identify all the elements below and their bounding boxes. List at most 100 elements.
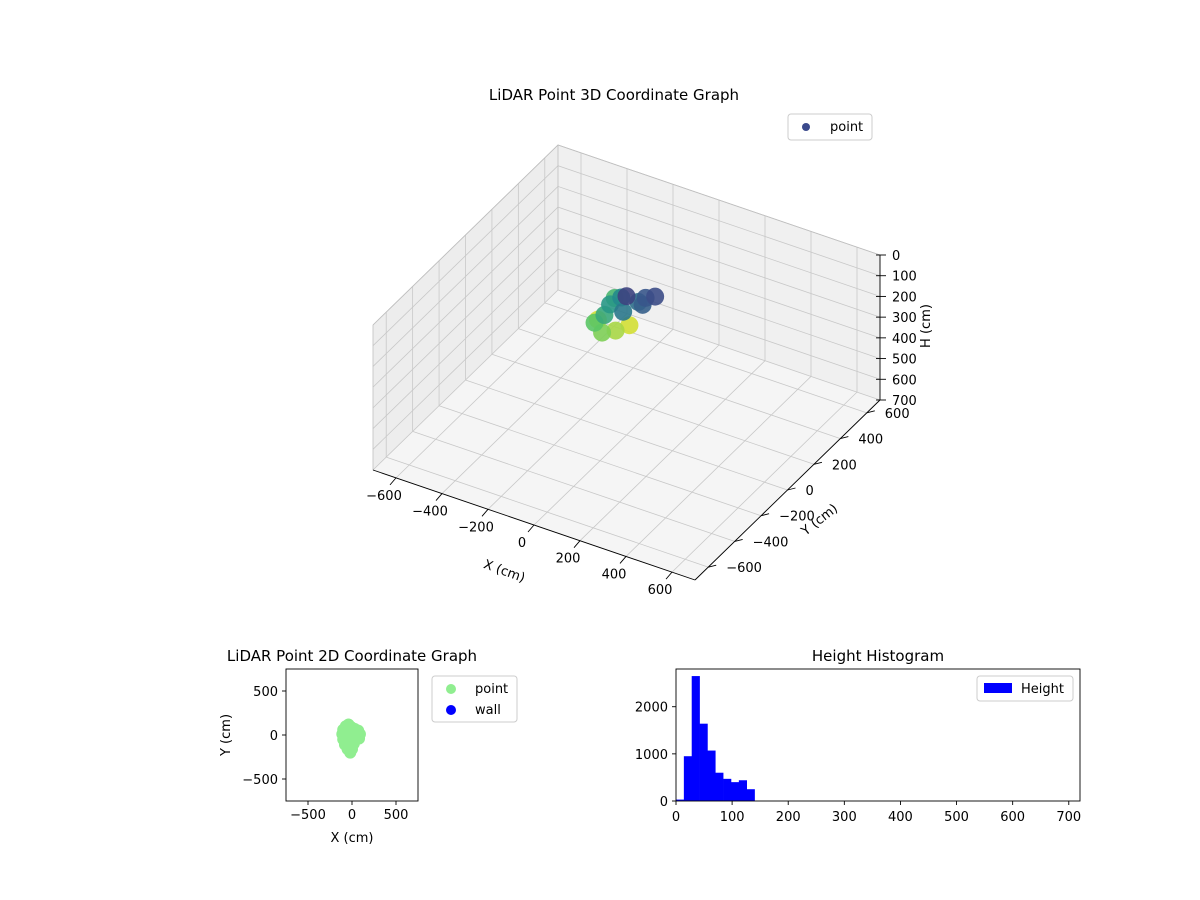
x-tick-label: 200	[556, 552, 581, 567]
point-3d	[617, 287, 636, 306]
legend-label-wall: wall	[475, 703, 501, 718]
x-tick-label: 0	[348, 808, 356, 823]
z-tick-label: 400	[892, 332, 917, 347]
legend-marker-point	[802, 123, 810, 131]
x-tick-label: −500	[290, 808, 326, 823]
point-3d	[620, 316, 639, 335]
x-tick-label: 400	[602, 567, 627, 582]
legend-label-point: point	[475, 682, 508, 697]
y-tick-label: 0	[660, 795, 668, 810]
y-tick-label: 2000	[635, 701, 668, 716]
histogram-bar	[699, 723, 708, 801]
y-gridline-floor	[438, 405, 762, 517]
x-tick	[389, 477, 397, 486]
x-tick-label: 100	[720, 810, 745, 825]
histogram-legend: Height	[976, 675, 1074, 702]
histogram-bar	[707, 750, 716, 801]
y-tick-label: 1000	[635, 748, 668, 763]
point-2d	[340, 732, 353, 745]
z-tick-label: 300	[892, 311, 917, 326]
chart-3d: LiDAR Point 3D Coordinate Graph −600 −400…	[366, 86, 934, 598]
y-tick-label: −200	[779, 510, 815, 525]
y-tick-label: 0	[270, 729, 278, 744]
legend-label-height: Height	[1021, 682, 1064, 697]
histogram-bar	[691, 676, 700, 801]
chart-3d-xlabel: X (cm)	[481, 557, 527, 586]
histogram-bar	[738, 780, 747, 801]
chart-histogram: Height Histogram 0 100 200 300 400 500 600 700 0…	[635, 647, 1081, 825]
x-tick-label: 0	[672, 810, 680, 825]
point-3d	[614, 302, 633, 321]
histogram-bar	[746, 789, 755, 801]
y-gridline-floor	[518, 328, 841, 439]
y-tick-label: 400	[858, 433, 883, 448]
y-tick-label: −600	[726, 561, 762, 576]
z-tick-label: 0	[892, 249, 900, 264]
chart-2d: LiDAR Point 2D Coordinate Graph −500 0 500…	[219, 647, 518, 846]
legend-marker-point	[446, 684, 456, 694]
x-tick-label: 300	[832, 810, 857, 825]
x-tick-label: 700	[1056, 810, 1081, 825]
x-tick	[435, 493, 443, 501]
histogram-bar	[715, 772, 724, 801]
y-tick	[840, 436, 849, 440]
z-tick-label: 100	[892, 270, 917, 285]
y-tick	[708, 564, 717, 568]
x-tick	[573, 540, 581, 549]
chart-3d-zlabel: H (cm)	[919, 304, 934, 348]
z-tick-label: 500	[892, 353, 917, 368]
chart-2d-title: LiDAR Point 2D Coordinate Graph	[227, 647, 477, 665]
x-tick-label: 0	[518, 536, 526, 551]
y-tick-label: 500	[253, 685, 278, 700]
chart-3d-legend: point	[787, 113, 873, 141]
y-tick	[787, 487, 796, 491]
x-tick	[665, 571, 673, 580]
y-gridline-floor	[412, 431, 735, 542]
z-tick-label: 700	[892, 394, 917, 409]
z-tick-label: 200	[892, 290, 917, 305]
x-tick	[619, 556, 627, 564]
y-tick-label: 600	[885, 407, 910, 422]
x-tick-label: −200	[458, 520, 494, 535]
legend-label-point: point	[830, 120, 863, 135]
x-tick-label: 500	[384, 808, 409, 823]
chart-2d-xlabel: X (cm)	[331, 831, 374, 846]
histogram-bar	[730, 782, 740, 801]
y-gridline-floor	[491, 353, 815, 465]
y-gridline-floor	[386, 456, 709, 568]
legend-frame	[787, 113, 873, 141]
x-tick-label: 400	[888, 810, 913, 825]
x-tick	[481, 508, 489, 517]
histogram-frame	[675, 668, 1081, 802]
y-tick	[813, 461, 823, 465]
legend-frame	[976, 675, 1074, 702]
legend-marker-wall	[446, 705, 456, 715]
x-tick-label: 500	[944, 810, 969, 825]
y-tick-label: 200	[832, 458, 857, 473]
x-tick-label: 200	[776, 810, 801, 825]
y-tick	[866, 410, 875, 414]
z-tick-label: 600	[892, 373, 917, 388]
y-tick	[734, 538, 743, 542]
y-tick-label: −400	[753, 535, 789, 550]
histogram-bar	[683, 756, 693, 801]
histogram-bar	[723, 778, 732, 801]
point-3d	[606, 321, 625, 340]
histogram-title: Height Histogram	[812, 647, 944, 665]
y-tick-label: 0	[806, 484, 814, 499]
x-tick-label: 600	[1000, 810, 1025, 825]
histogram-bar	[676, 799, 685, 801]
legend-swatch-height	[984, 683, 1012, 693]
x-tick	[527, 524, 535, 533]
x-tick-label: −400	[412, 505, 448, 520]
chart-2d-legend: point wall	[431, 675, 518, 723]
x-tick-label: 600	[648, 583, 673, 598]
x-tick-label: −600	[366, 489, 402, 504]
y-gridline-floor	[465, 379, 788, 491]
chart-2d-plot: −500 0 500 500 0 −500	[242, 668, 419, 823]
y-tick-label: −500	[242, 773, 278, 788]
point-3d	[646, 287, 665, 306]
chart-3d-plot: −600−400−2000200400600−600−400−200020040…	[366, 144, 917, 598]
y-tick	[760, 513, 770, 517]
chart-2d-ylabel: Y (cm)	[219, 714, 234, 757]
